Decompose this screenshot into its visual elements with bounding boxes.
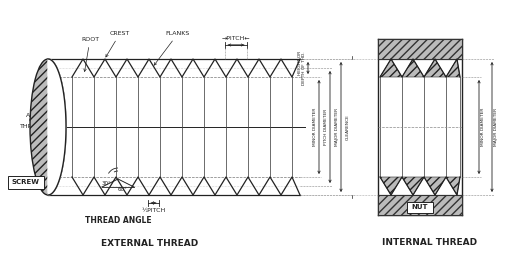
Text: MINOR DIAMETER: MINOR DIAMETER [313, 108, 317, 146]
Text: 30°: 30° [101, 181, 111, 186]
Text: MAJOR DIAMETER: MAJOR DIAMETER [335, 108, 339, 146]
Text: HEIGHT OR
DEPTH OF THD.: HEIGHT OR DEPTH OF THD. [297, 51, 306, 85]
Text: MAJOR DIAMETER: MAJOR DIAMETER [494, 108, 498, 146]
Text: CREST: CREST [106, 31, 130, 57]
Text: MINOR DIAMETER: MINOR DIAMETER [481, 108, 485, 146]
Text: ROOT: ROOT [81, 37, 99, 71]
Text: THREAD ANGLE: THREAD ANGLE [84, 216, 152, 225]
Text: SCREW: SCREW [12, 180, 40, 185]
Text: ½PITCH: ½PITCH [141, 209, 165, 214]
Text: NUT: NUT [412, 204, 428, 210]
Polygon shape [402, 59, 424, 77]
Polygon shape [380, 177, 402, 195]
Ellipse shape [30, 59, 66, 195]
Polygon shape [48, 59, 66, 195]
Text: CLEARENCE: CLEARENCE [346, 114, 350, 140]
Text: EXTERNAL THREAD: EXTERNAL THREAD [101, 239, 199, 248]
Text: PITCH DIAMETER: PITCH DIAMETER [324, 109, 328, 145]
Text: 60°: 60° [117, 187, 127, 192]
Polygon shape [446, 177, 460, 195]
Polygon shape [380, 59, 402, 77]
FancyBboxPatch shape [8, 176, 44, 189]
Polygon shape [446, 59, 460, 77]
Text: FLANKS: FLANKS [154, 31, 190, 65]
Text: →PITCH←: →PITCH← [222, 36, 250, 40]
Polygon shape [402, 177, 424, 195]
Bar [378, 39, 462, 59]
Bar [378, 195, 462, 215]
Text: INTERNAL THREAD: INTERNAL THREAD [382, 238, 478, 247]
Polygon shape [424, 59, 446, 77]
FancyBboxPatch shape [407, 202, 433, 213]
Polygon shape [424, 177, 446, 195]
Text: AXIS
OF
THREAD: AXIS OF THREAD [20, 113, 46, 129]
